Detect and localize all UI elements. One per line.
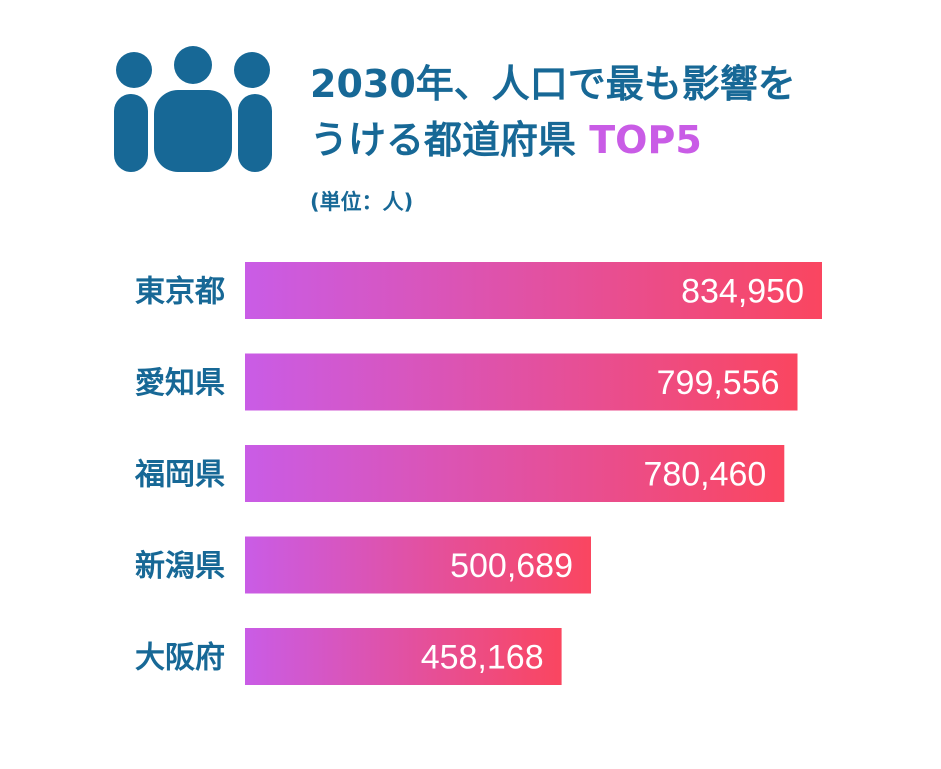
chart-title: 2030年、人口で最も影響を うける都道府県 TOP5 bbox=[310, 56, 796, 168]
value-label-3: 780,460 bbox=[643, 456, 766, 494]
category-label-4: 新潟県 bbox=[135, 549, 225, 584]
bar-2 bbox=[245, 353, 798, 411]
value-label-1: 834,950 bbox=[681, 273, 804, 311]
unit-label: (単位：人) bbox=[310, 190, 414, 214]
bar-3 bbox=[245, 445, 785, 502]
value-label-2: 799,556 bbox=[657, 364, 780, 402]
category-label-2: 愛知県 bbox=[135, 366, 225, 401]
people-group-icon bbox=[114, 46, 272, 172]
category-label-3: 福岡県 bbox=[134, 458, 225, 493]
title-accent-top5: TOP5 bbox=[589, 118, 702, 162]
bar-5 bbox=[245, 628, 562, 685]
value-label-4: 500,689 bbox=[450, 547, 573, 585]
title-line-1: 2030年、人口で最も影響を bbox=[310, 62, 796, 106]
category-label-1: 東京都 bbox=[135, 275, 225, 310]
bar-1 bbox=[245, 262, 822, 319]
title-line-2: うける都道府県 TOP5 bbox=[310, 112, 796, 168]
title-line-2-text: うける都道府県 bbox=[310, 118, 577, 162]
category-label-5: 大阪府 bbox=[135, 641, 225, 676]
value-label-5: 458,168 bbox=[421, 639, 544, 677]
bar-4 bbox=[245, 536, 591, 594]
